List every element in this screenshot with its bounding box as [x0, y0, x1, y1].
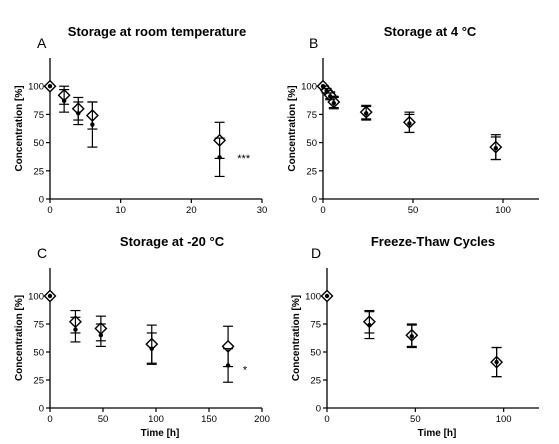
- data-point-dot-a-1-4: [217, 155, 222, 160]
- x-tick-label-c-150: 150: [201, 414, 217, 425]
- significance-annotation-c-0: *: [243, 364, 248, 376]
- panel-letter-d: D: [311, 245, 321, 261]
- y-tick-label-a-25: 25: [33, 166, 44, 177]
- significance-annotation-a-0: ***: [237, 153, 251, 165]
- data-point-dot-a-1-0: [47, 84, 53, 89]
- data-point-dot-b-1-3: [331, 100, 336, 106]
- panel-letter-c: C: [37, 245, 47, 261]
- x-tick-label-d-100: 100: [496, 414, 512, 425]
- x-tick-label-c-50: 50: [98, 414, 109, 425]
- y-tick-label-c-100: 100: [28, 292, 44, 303]
- y-tick-label-d-0: 0: [316, 404, 321, 415]
- y-tick-label-d-25: 25: [310, 376, 321, 387]
- y-tick-label-b-25: 25: [306, 166, 317, 177]
- y-tick-label-b-100: 100: [301, 82, 317, 93]
- y-tick-label-a-75: 75: [33, 110, 44, 121]
- y-tick-label-d-75: 75: [310, 320, 321, 331]
- chart-title-a: Storage at room temperature: [68, 24, 246, 39]
- data-point-dot-b-1-0: [320, 84, 326, 89]
- x-tick-label-c-200: 200: [254, 414, 270, 425]
- chart-title-b: Storage at 4 °C: [384, 24, 477, 39]
- data-point-dot-a-1-2: [76, 111, 81, 116]
- x-tick-label-d-0: 0: [324, 414, 329, 425]
- data-point-dot-b-1-4: [364, 111, 369, 116]
- x-tick-label-a-0: 0: [47, 205, 52, 216]
- y-axis-label-a: Concentration [%]: [14, 85, 25, 171]
- panel-letter-a: A: [37, 35, 47, 51]
- data-point-dot-c-1-2: [98, 333, 104, 338]
- data-point-dot-d-1-0: [324, 293, 330, 299]
- x-tick-label-b-100: 100: [495, 205, 511, 216]
- x-tick-label-a-10: 10: [115, 205, 126, 216]
- y-tick-label-b-0: 0: [312, 195, 317, 206]
- data-point-dot-b-1-5: [407, 121, 412, 126]
- data-point-dot-b-1-6: [493, 146, 498, 151]
- y-tick-label-a-50: 50: [33, 138, 44, 149]
- data-point-dot-c-1-4: [225, 363, 231, 368]
- y-tick-label-c-0: 0: [39, 404, 44, 415]
- x-tick-label-a-20: 20: [186, 205, 197, 216]
- x-tick-label-b-50: 50: [408, 205, 419, 216]
- y-tick-label-b-50: 50: [306, 138, 317, 149]
- y-tick-label-b-75: 75: [306, 110, 317, 121]
- data-point-dot-c-1-1: [73, 327, 78, 332]
- data-point-dot-a-1-3: [90, 122, 95, 127]
- data-point-dot-c-1-3: [149, 346, 154, 351]
- chart-title-c: Storage at -20 °C: [120, 234, 225, 249]
- y-axis-label-b: Concentration [%]: [287, 85, 298, 171]
- y-axis-label-c: Concentration [%]: [14, 295, 25, 381]
- data-point-dot-a-1-1: [61, 98, 67, 104]
- x-axis-label-d: Time [h]: [418, 428, 457, 439]
- data-point-dot-c-1-0: [47, 293, 53, 299]
- y-tick-label-c-75: 75: [33, 320, 44, 331]
- data-point-dot-d-1-1: [367, 322, 372, 328]
- y-axis-label-d: Concentration [%]: [291, 295, 302, 381]
- data-point-dot-d-1-3: [494, 359, 499, 365]
- x-tick-label-d-50: 50: [410, 414, 421, 425]
- x-tick-label-c-0: 0: [47, 414, 52, 425]
- y-tick-label-a-0: 0: [39, 195, 44, 206]
- chart-title-d: Freeze-Thaw Cycles: [371, 234, 495, 249]
- y-tick-label-d-100: 100: [305, 292, 321, 303]
- y-tick-label-c-25: 25: [33, 376, 44, 387]
- data-point-dot-b-1-1: [324, 88, 329, 93]
- data-point-dot-d-1-2: [409, 334, 414, 339]
- x-tick-label-b-0: 0: [320, 205, 325, 216]
- y-tick-label-a-100: 100: [28, 82, 44, 93]
- y-tick-label-d-50: 50: [310, 348, 321, 359]
- x-axis-label-c: Time [h]: [141, 428, 180, 439]
- y-tick-label-c-50: 50: [33, 348, 44, 359]
- x-tick-label-c-100: 100: [148, 414, 164, 425]
- x-tick-label-a-30: 30: [257, 205, 268, 216]
- panel-letter-b: B: [309, 35, 318, 51]
